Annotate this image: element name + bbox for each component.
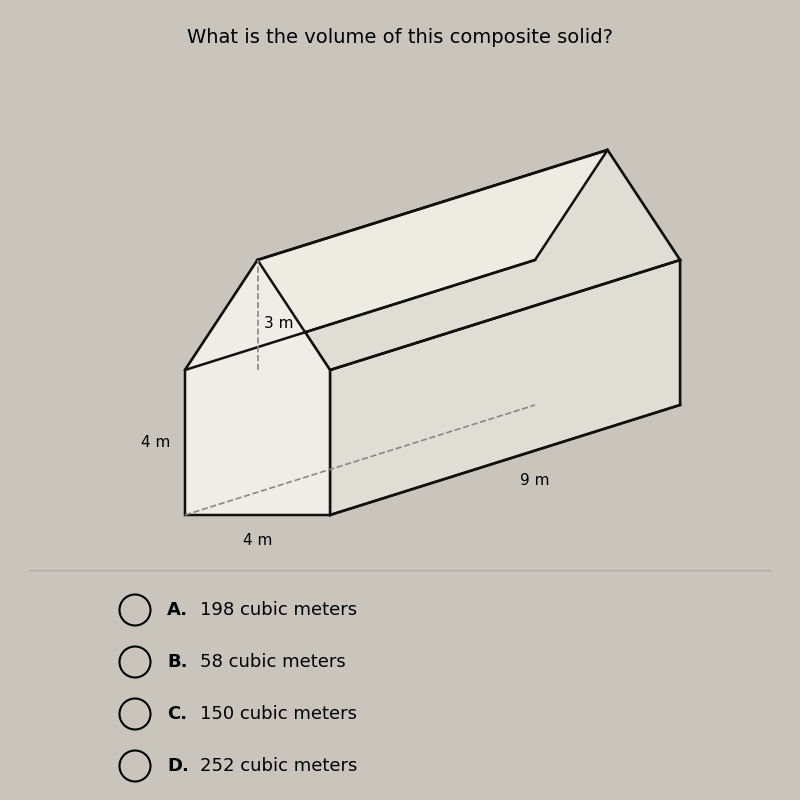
Text: B.: B.: [167, 653, 187, 671]
Polygon shape: [535, 150, 680, 405]
Text: 58 cubic meters: 58 cubic meters: [200, 653, 346, 671]
Text: 3 m: 3 m: [265, 316, 294, 331]
Text: 252 cubic meters: 252 cubic meters: [200, 757, 358, 775]
Polygon shape: [330, 260, 680, 515]
Text: What is the volume of this composite solid?: What is the volume of this composite sol…: [187, 28, 613, 47]
Polygon shape: [185, 150, 607, 370]
Text: 9 m: 9 m: [520, 473, 550, 488]
Polygon shape: [185, 260, 330, 515]
Text: 150 cubic meters: 150 cubic meters: [200, 705, 357, 723]
Text: C.: C.: [167, 705, 187, 723]
Polygon shape: [258, 150, 680, 370]
Text: D.: D.: [167, 757, 189, 775]
Text: 198 cubic meters: 198 cubic meters: [200, 601, 357, 619]
Text: 4 m: 4 m: [243, 533, 272, 548]
Text: A.: A.: [167, 601, 188, 619]
Text: 4 m: 4 m: [141, 435, 170, 450]
